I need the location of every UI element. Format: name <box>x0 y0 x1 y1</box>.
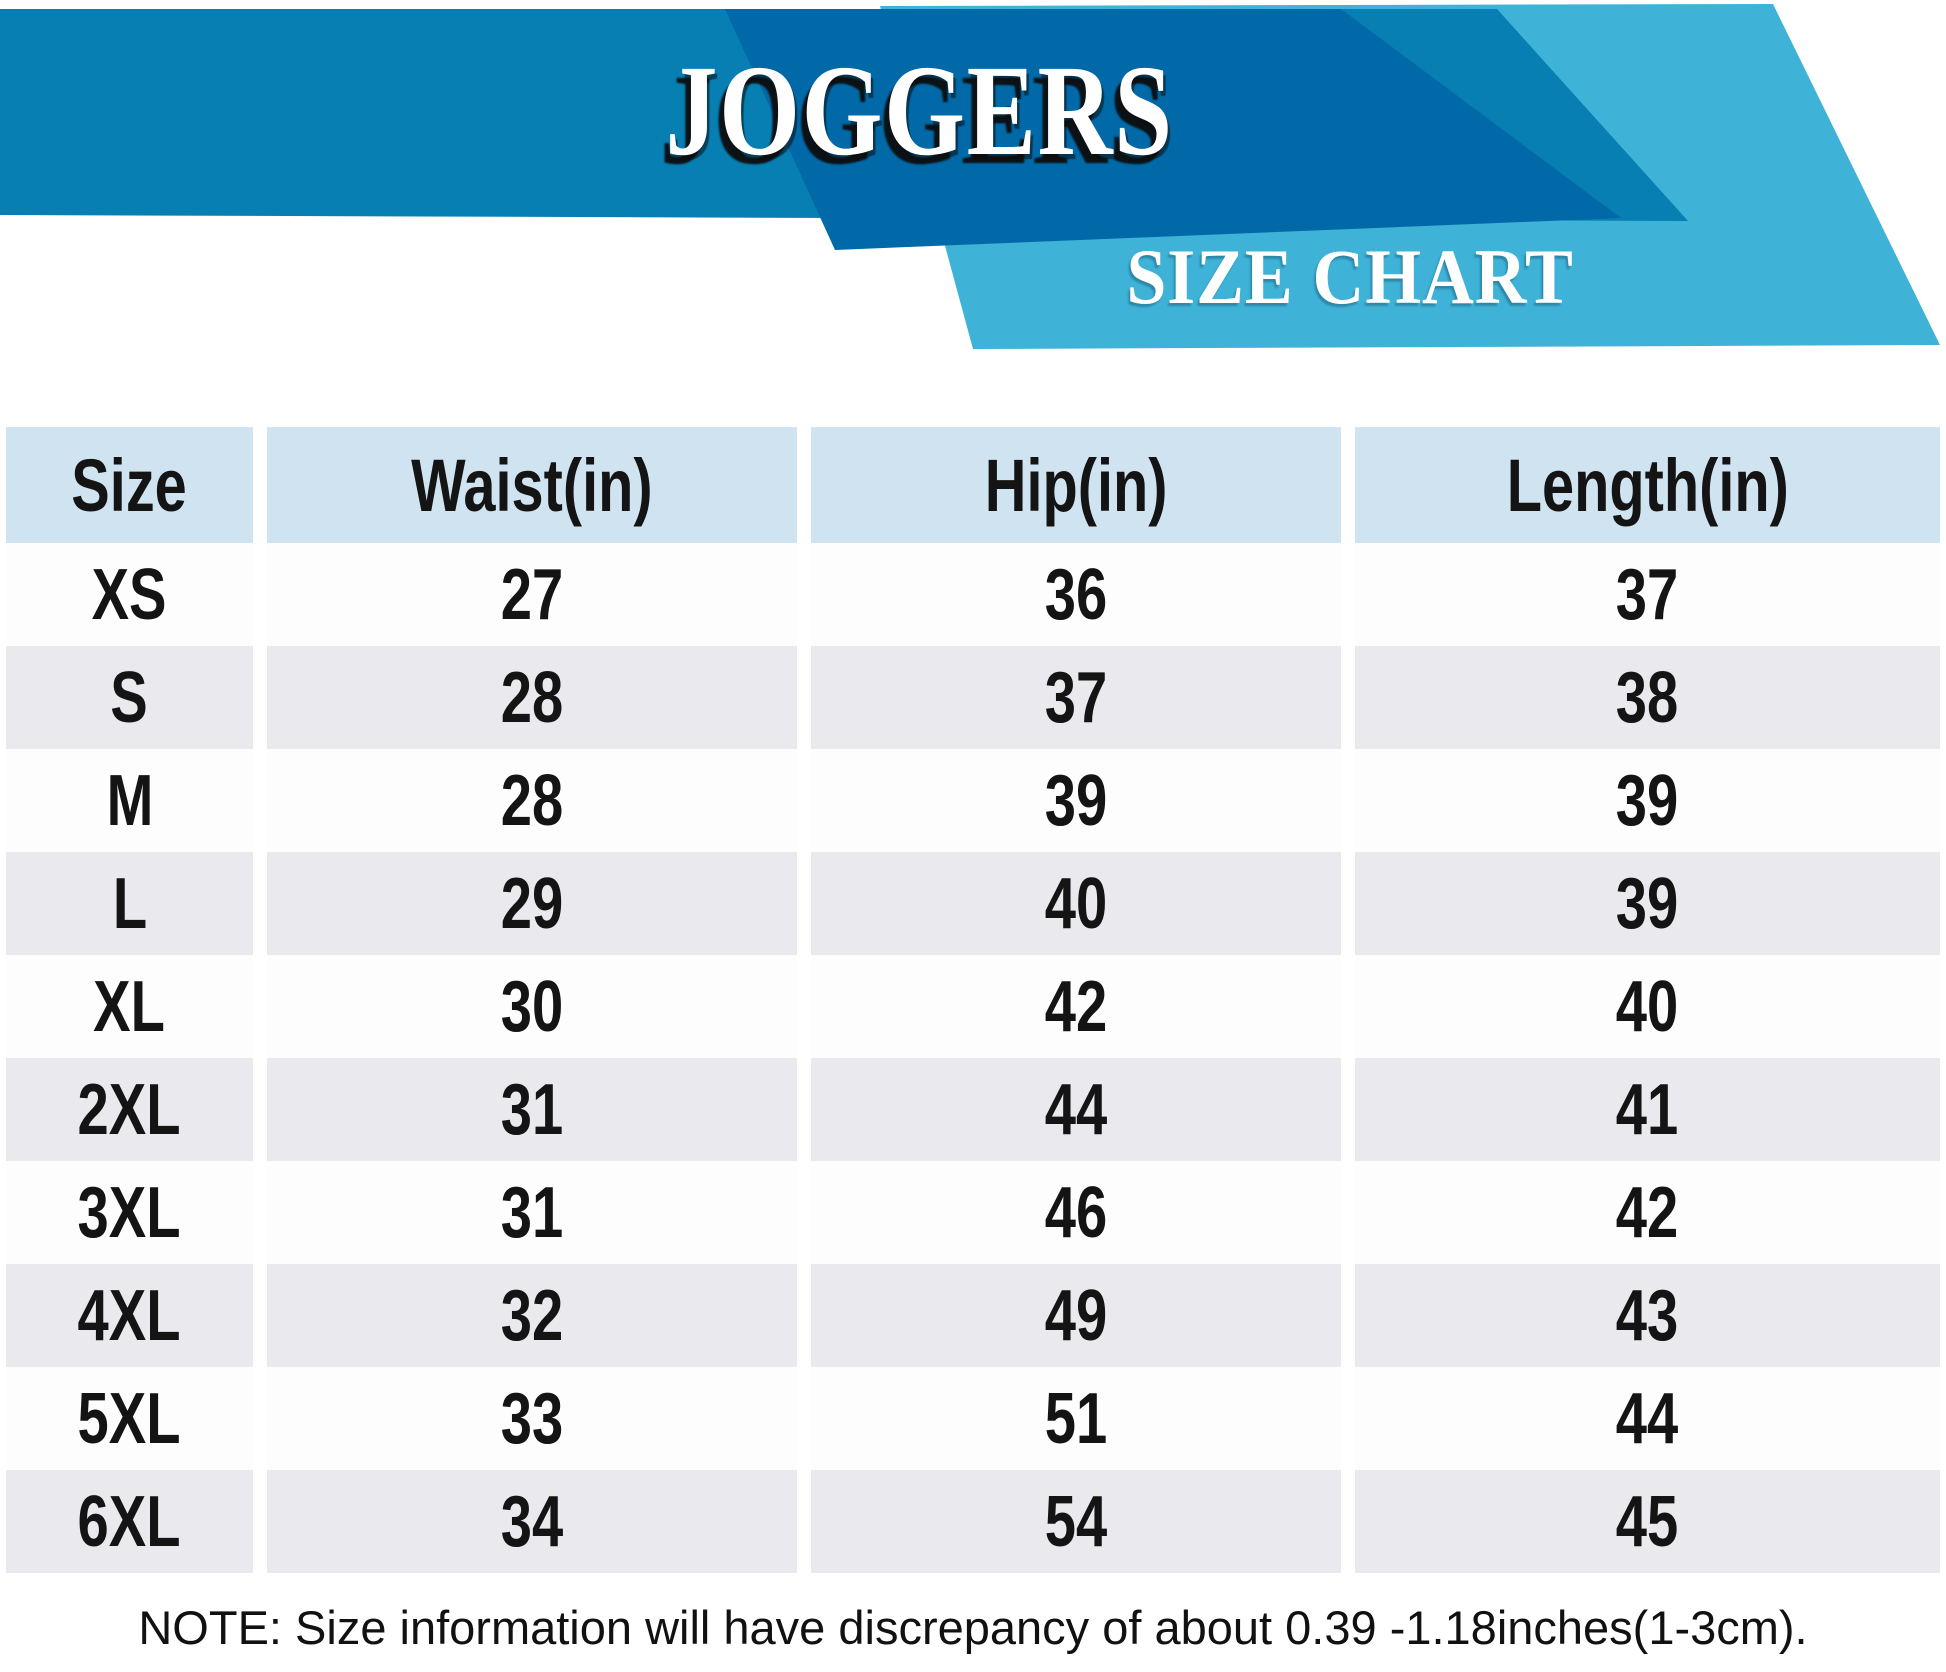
size-cell: 3XL <box>6 1161 253 1264</box>
size-cell: 5XL <box>6 1367 253 1470</box>
size-cell: M <box>6 749 253 852</box>
page-title-text: JOGGERS <box>665 39 1175 183</box>
hip-cell: 44 <box>811 1058 1341 1161</box>
table-row-2xl: 2XL 31 44 41 <box>0 1058 1946 1161</box>
waist-cell: 32 <box>267 1264 797 1367</box>
length-cell: 38 <box>1355 646 1940 749</box>
size-cell: 2XL <box>6 1058 253 1161</box>
hip-cell: 39 <box>811 749 1341 852</box>
page-subtitle: SIZE CHART <box>1030 238 1670 316</box>
hip-cell: 40 <box>811 852 1341 955</box>
table-row-4xl: 4XL 32 49 43 <box>0 1264 1946 1367</box>
table-row-xl: XL 30 42 40 <box>0 955 1946 1058</box>
length-column-header: Length(in) <box>1355 427 1940 543</box>
waist-cell: 34 <box>267 1470 797 1573</box>
hip-column-header: Hip(in) <box>811 427 1341 543</box>
table-row-s: S 28 37 38 <box>0 646 1946 749</box>
length-cell: 41 <box>1355 1058 1940 1161</box>
size-cell: 6XL <box>6 1470 253 1573</box>
table-row-l: L 29 40 39 <box>0 852 1946 955</box>
waist-cell: 28 <box>267 646 797 749</box>
size-cell: XL <box>6 955 253 1058</box>
table-row-3xl: 3XL 31 46 42 <box>0 1161 1946 1264</box>
waist-column-header: Waist(in) <box>267 427 797 543</box>
banner-dark-blue-shape <box>725 9 1621 250</box>
table-row-xs: XS 27 36 37 <box>0 543 1946 646</box>
hip-cell: 51 <box>811 1367 1341 1470</box>
hip-cell: 42 <box>811 955 1341 1058</box>
hip-cell: 37 <box>811 646 1341 749</box>
table-row-m: M 28 39 39 <box>0 749 1946 852</box>
waist-cell: 33 <box>267 1367 797 1470</box>
size-cell: 4XL <box>6 1264 253 1367</box>
hip-cell: 49 <box>811 1264 1341 1367</box>
length-cell: 37 <box>1355 543 1940 646</box>
page-title: JOGGERS <box>540 46 1300 176</box>
size-cell: XS <box>6 543 253 646</box>
hip-cell: 36 <box>811 543 1341 646</box>
length-cell: 39 <box>1355 852 1940 955</box>
waist-cell: 30 <box>267 955 797 1058</box>
length-cell: 44 <box>1355 1367 1940 1470</box>
size-column-header: Size <box>6 427 253 543</box>
size-cell: L <box>6 852 253 955</box>
header-banner <box>0 4 1940 349</box>
waist-cell: 28 <box>267 749 797 852</box>
page-subtitle-text: SIZE CHART <box>1126 233 1574 320</box>
hip-cell: 54 <box>811 1470 1341 1573</box>
length-cell: 39 <box>1355 749 1940 852</box>
size-note: NOTE: Size information will have discrep… <box>138 1601 1808 1654</box>
length-cell: 45 <box>1355 1470 1940 1573</box>
hip-cell: 46 <box>811 1161 1341 1264</box>
size-table: Size Waist(in) Hip(in) Length(in) XS 27 … <box>0 427 1946 1573</box>
waist-cell: 31 <box>267 1161 797 1264</box>
length-cell: 40 <box>1355 955 1940 1058</box>
size-cell: S <box>6 646 253 749</box>
table-row-6xl: 6XL 34 54 45 <box>0 1470 1946 1573</box>
table-row-5xl: 5XL 33 51 44 <box>0 1367 1946 1470</box>
length-cell: 43 <box>1355 1264 1940 1367</box>
length-cell: 42 <box>1355 1161 1940 1264</box>
waist-cell: 27 <box>267 543 797 646</box>
table-header-row: Size Waist(in) Hip(in) Length(in) <box>0 427 1946 543</box>
waist-cell: 31 <box>267 1058 797 1161</box>
waist-cell: 29 <box>267 852 797 955</box>
